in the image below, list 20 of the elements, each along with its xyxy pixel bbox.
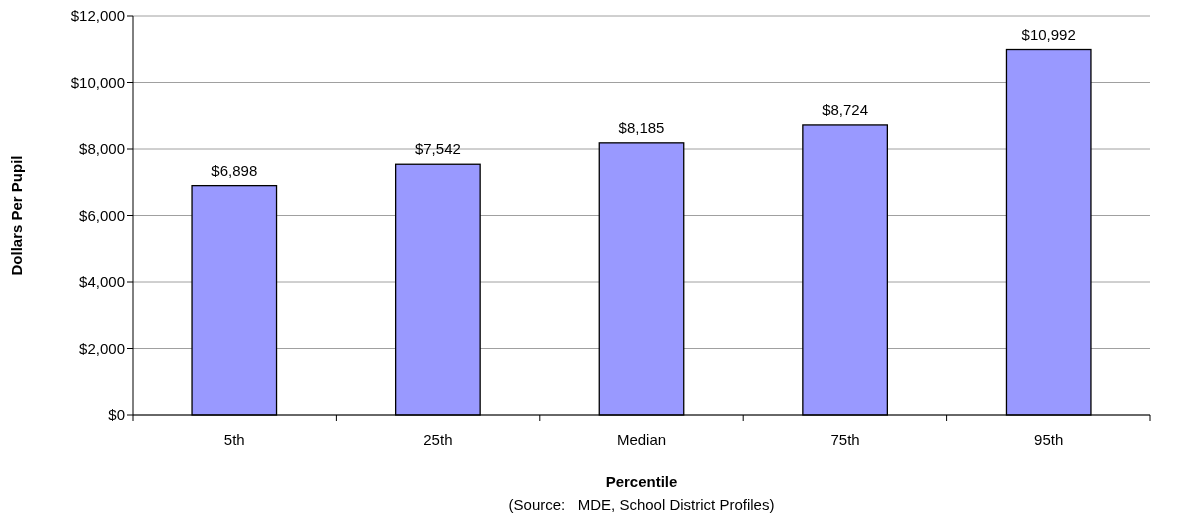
x-tick-label: 5th bbox=[223, 431, 245, 448]
y-tick-label: $2,000 bbox=[79, 339, 125, 357]
y-tick-label: $8,000 bbox=[79, 140, 125, 158]
data-label: $8,185 bbox=[618, 118, 665, 136]
data-label: $8,724 bbox=[822, 100, 869, 118]
y-tick-label: $10,000 bbox=[70, 73, 125, 91]
x-axis-title: Percentile bbox=[605, 473, 678, 490]
y-tick-label: $0 bbox=[108, 406, 125, 424]
y-tick-label: $6,000 bbox=[79, 206, 125, 224]
text: (Source: MDE, School District Profiles) bbox=[508, 496, 775, 513]
x-tick-label: Median bbox=[616, 431, 667, 448]
data-label: $6,898 bbox=[211, 161, 258, 179]
data-label: $10,992 bbox=[1021, 25, 1076, 43]
x-tick-label: 95th bbox=[1034, 431, 1064, 448]
x-tick-label: 25th bbox=[423, 431, 453, 448]
y-tick-label: $4,000 bbox=[79, 273, 125, 291]
x-tick-label: 75th bbox=[830, 431, 860, 448]
y-axis-title: Dollars Per Pupil bbox=[8, 155, 25, 276]
y-tick-label: $12,000 bbox=[70, 7, 125, 25]
data-label: $7,542 bbox=[414, 140, 461, 158]
